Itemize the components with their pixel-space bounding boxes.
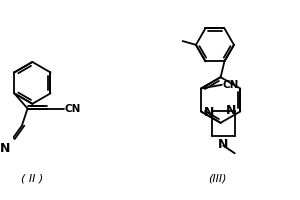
Text: N: N xyxy=(204,106,214,119)
Text: CN: CN xyxy=(65,104,81,114)
Text: CN: CN xyxy=(223,80,239,90)
Text: N: N xyxy=(218,138,229,151)
Text: ( II ): ( II ) xyxy=(21,174,43,184)
Text: N: N xyxy=(226,104,237,117)
Text: (III): (III) xyxy=(208,174,227,184)
Text: N: N xyxy=(0,142,11,155)
